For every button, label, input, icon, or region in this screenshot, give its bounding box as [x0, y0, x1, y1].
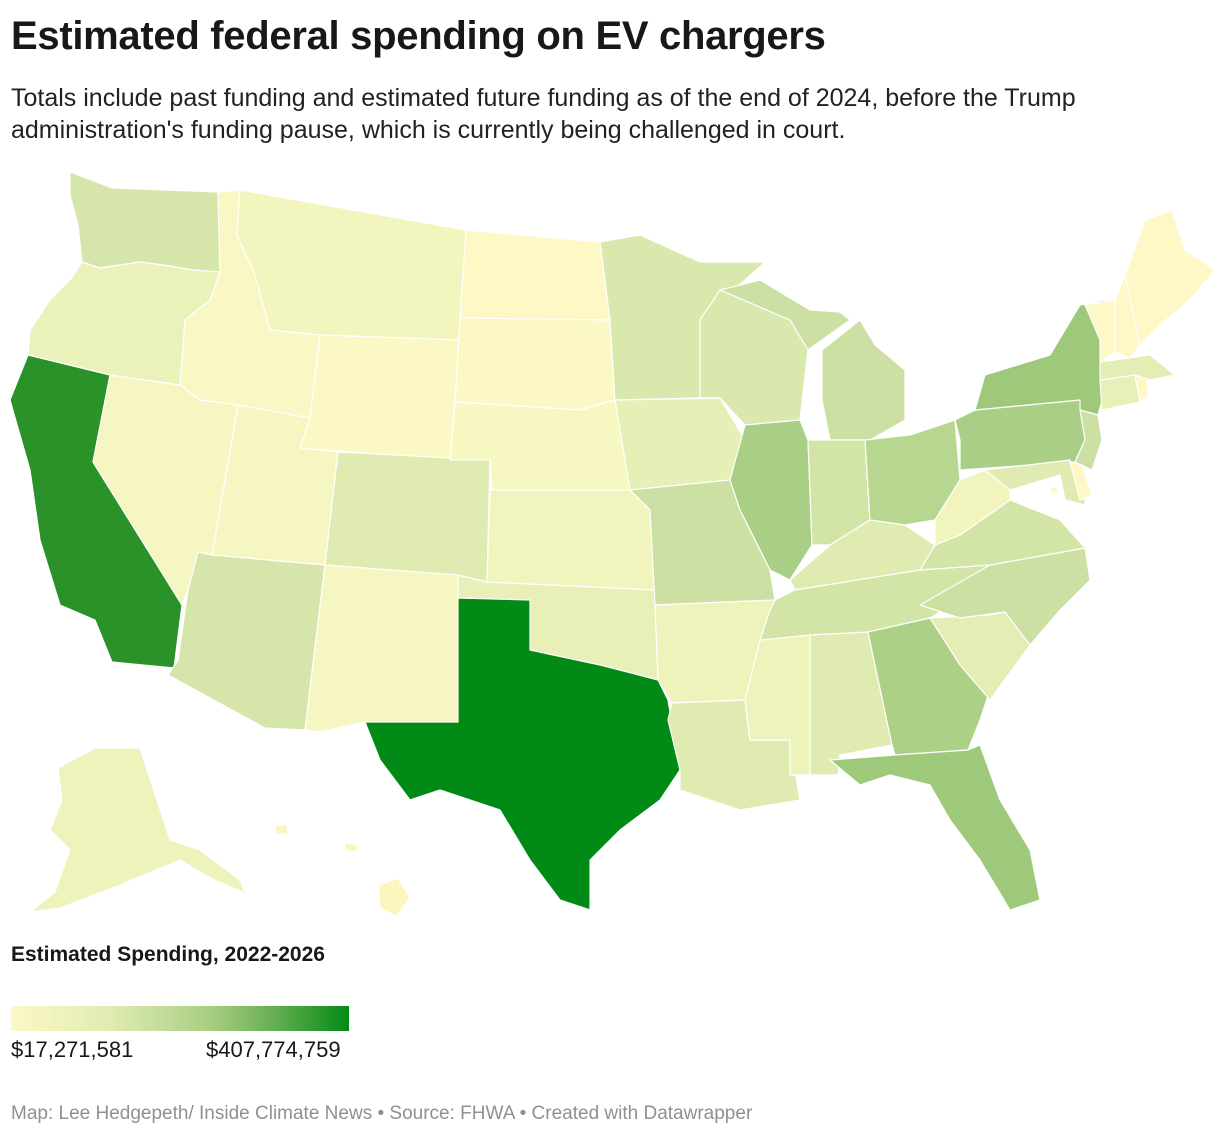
state-nd[interactable]	[459, 229, 611, 321]
legend-min-label: $17,271,581	[11, 1037, 134, 1062]
state-ak[interactable]	[29, 747, 246, 913]
state-ny[interactable]	[974, 299, 1106, 416]
state-fl[interactable]	[829, 744, 1041, 911]
source-footer: Map: Lee Hedgepeth/ Inside Climate News …	[11, 1103, 753, 1124]
chart-subtitle: Totals include past funding and estimate…	[11, 84, 1076, 144]
state-wa[interactable]	[69, 171, 221, 273]
state-dc[interactable]	[1049, 485, 1059, 495]
state-ma[interactable]	[1099, 354, 1176, 381]
state-me[interactable]	[1124, 209, 1216, 346]
legend-color-scale	[11, 1006, 349, 1031]
state-tx[interactable]	[364, 597, 681, 911]
state-az[interactable]	[167, 551, 326, 731]
state-nj[interactable]	[1074, 409, 1103, 471]
state-ct[interactable]	[1099, 374, 1141, 411]
state-ia[interactable]	[614, 397, 746, 491]
us-choropleth-map	[9, 171, 1216, 917]
chart-title: Estimated federal spending on EV charger…	[11, 14, 826, 58]
state-co[interactable]	[324, 451, 491, 583]
legend-max-label: $407,774,759	[206, 1037, 341, 1062]
state-ks[interactable]	[486, 489, 656, 591]
state-vt[interactable]	[1084, 299, 1116, 363]
state-de[interactable]	[1069, 461, 1093, 501]
state-nh[interactable]	[1114, 274, 1141, 359]
state-mi-up[interactable]	[719, 279, 851, 351]
legend-title: Estimated Spending, 2022-2026	[11, 943, 325, 966]
state-wy[interactable]	[299, 334, 461, 461]
state-hi-3[interactable]	[274, 823, 289, 835]
state-sd[interactable]	[454, 317, 616, 411]
state-hi-1[interactable]	[377, 877, 411, 917]
state-mt[interactable]	[236, 189, 467, 341]
state-pa[interactable]	[954, 399, 1086, 471]
state-mi[interactable]	[821, 319, 906, 441]
state-wv[interactable]	[934, 469, 1011, 546]
state-hi-2[interactable]	[344, 841, 359, 853]
state-nm[interactable]	[304, 564, 459, 733]
